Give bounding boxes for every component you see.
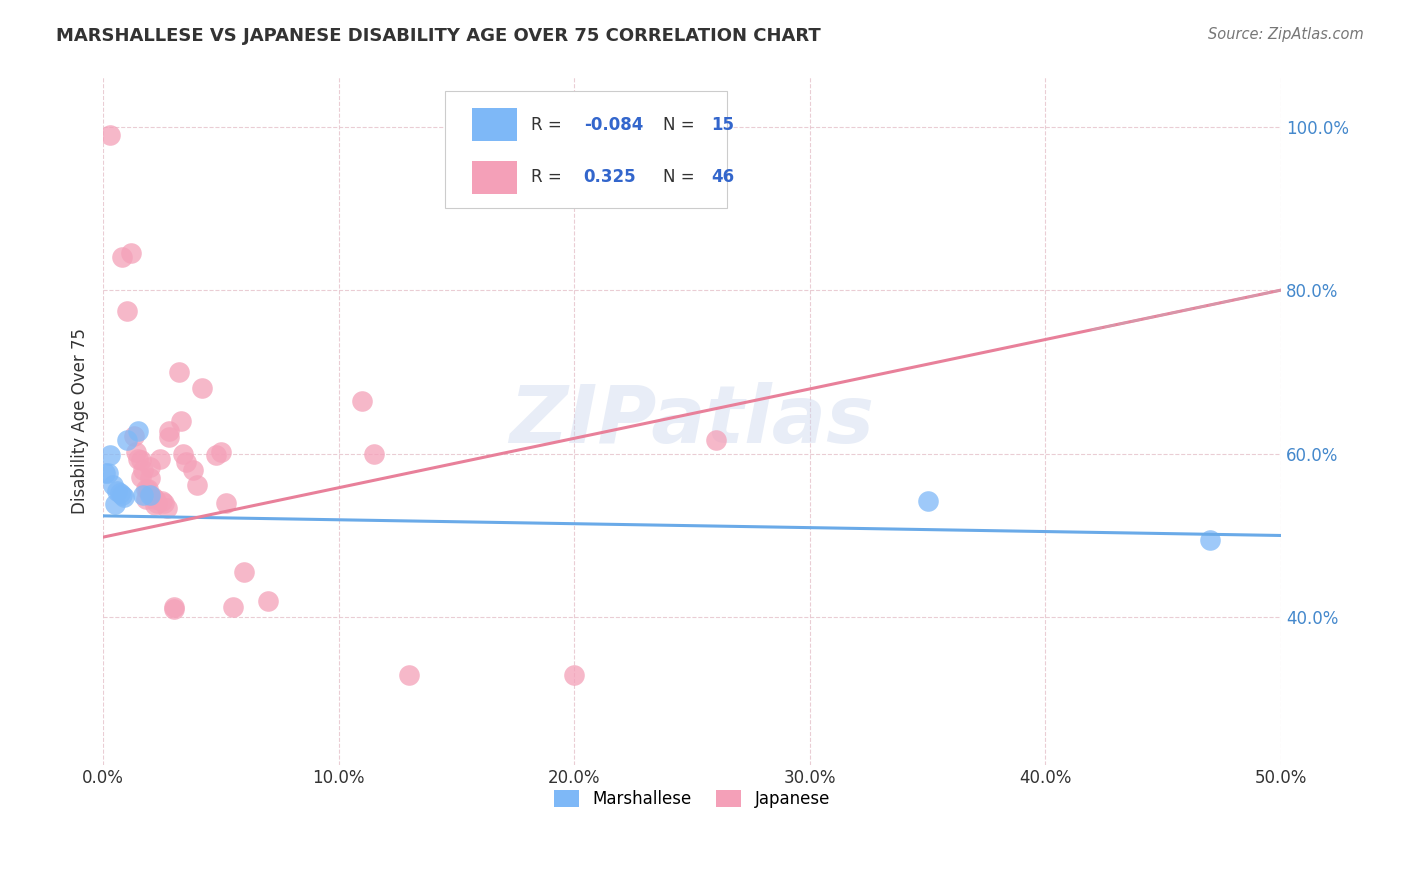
Point bbox=[135, 492, 157, 507]
Point bbox=[257, 594, 280, 608]
Point bbox=[209, 445, 232, 459]
Bar bbox=[472, 108, 516, 141]
Point bbox=[233, 566, 256, 580]
Point bbox=[174, 455, 197, 469]
Point bbox=[111, 487, 134, 501]
Point bbox=[112, 490, 135, 504]
Point bbox=[139, 487, 162, 501]
Point bbox=[150, 494, 173, 508]
Point bbox=[153, 496, 176, 510]
Point bbox=[132, 463, 155, 477]
Point bbox=[139, 459, 162, 474]
Point bbox=[135, 482, 157, 496]
Point bbox=[136, 482, 159, 496]
Point bbox=[122, 428, 145, 442]
Point bbox=[157, 424, 180, 438]
Point bbox=[105, 484, 128, 499]
Point bbox=[101, 477, 124, 491]
Point bbox=[170, 414, 193, 428]
Point bbox=[142, 490, 165, 504]
Point bbox=[163, 602, 186, 616]
Point bbox=[115, 433, 138, 447]
Text: R =: R = bbox=[530, 116, 567, 134]
Point bbox=[98, 448, 121, 462]
Point bbox=[120, 246, 142, 260]
Text: 15: 15 bbox=[711, 116, 734, 134]
Text: N =: N = bbox=[662, 116, 699, 134]
Text: MARSHALLESE VS JAPANESE DISABILITY AGE OVER 75 CORRELATION CHART: MARSHALLESE VS JAPANESE DISABILITY AGE O… bbox=[56, 27, 821, 45]
Point bbox=[108, 486, 131, 500]
Point bbox=[111, 251, 134, 265]
Text: -0.084: -0.084 bbox=[583, 116, 643, 134]
Point bbox=[221, 600, 243, 615]
Y-axis label: Disability Age Over 75: Disability Age Over 75 bbox=[72, 328, 89, 514]
Point bbox=[149, 451, 172, 466]
Point bbox=[98, 128, 121, 142]
Point bbox=[363, 447, 385, 461]
Point bbox=[143, 492, 166, 507]
Point bbox=[97, 467, 120, 481]
Point bbox=[94, 467, 117, 481]
Point bbox=[214, 496, 236, 510]
Point bbox=[127, 451, 149, 466]
Point bbox=[127, 424, 149, 438]
Text: N =: N = bbox=[662, 168, 699, 186]
Legend: Marshallese, Japanese: Marshallese, Japanese bbox=[547, 783, 837, 814]
Text: Source: ZipAtlas.com: Source: ZipAtlas.com bbox=[1208, 27, 1364, 42]
Point bbox=[181, 463, 204, 477]
Point bbox=[125, 445, 148, 459]
Text: 0.325: 0.325 bbox=[583, 168, 637, 186]
Point bbox=[172, 447, 194, 461]
Text: 46: 46 bbox=[711, 168, 734, 186]
Point bbox=[398, 667, 420, 681]
Point bbox=[186, 477, 208, 491]
Point bbox=[163, 600, 186, 615]
Point bbox=[205, 448, 228, 462]
Point bbox=[704, 433, 727, 447]
Point bbox=[129, 469, 152, 483]
Bar bbox=[472, 161, 516, 194]
Point bbox=[191, 381, 214, 395]
Point bbox=[167, 365, 190, 379]
Point bbox=[115, 303, 138, 318]
Text: R =: R = bbox=[530, 168, 572, 186]
Point bbox=[156, 500, 179, 515]
Point bbox=[157, 430, 180, 444]
FancyBboxPatch shape bbox=[444, 91, 727, 208]
Text: ZIPatlas: ZIPatlas bbox=[509, 382, 875, 460]
Point bbox=[146, 496, 169, 510]
Point bbox=[352, 393, 374, 408]
Point bbox=[143, 498, 166, 512]
Point bbox=[129, 453, 152, 467]
Point bbox=[917, 494, 939, 508]
Point bbox=[139, 471, 162, 485]
Point bbox=[104, 497, 127, 511]
Point bbox=[132, 487, 155, 501]
Point bbox=[562, 667, 585, 681]
Point bbox=[1199, 533, 1222, 548]
